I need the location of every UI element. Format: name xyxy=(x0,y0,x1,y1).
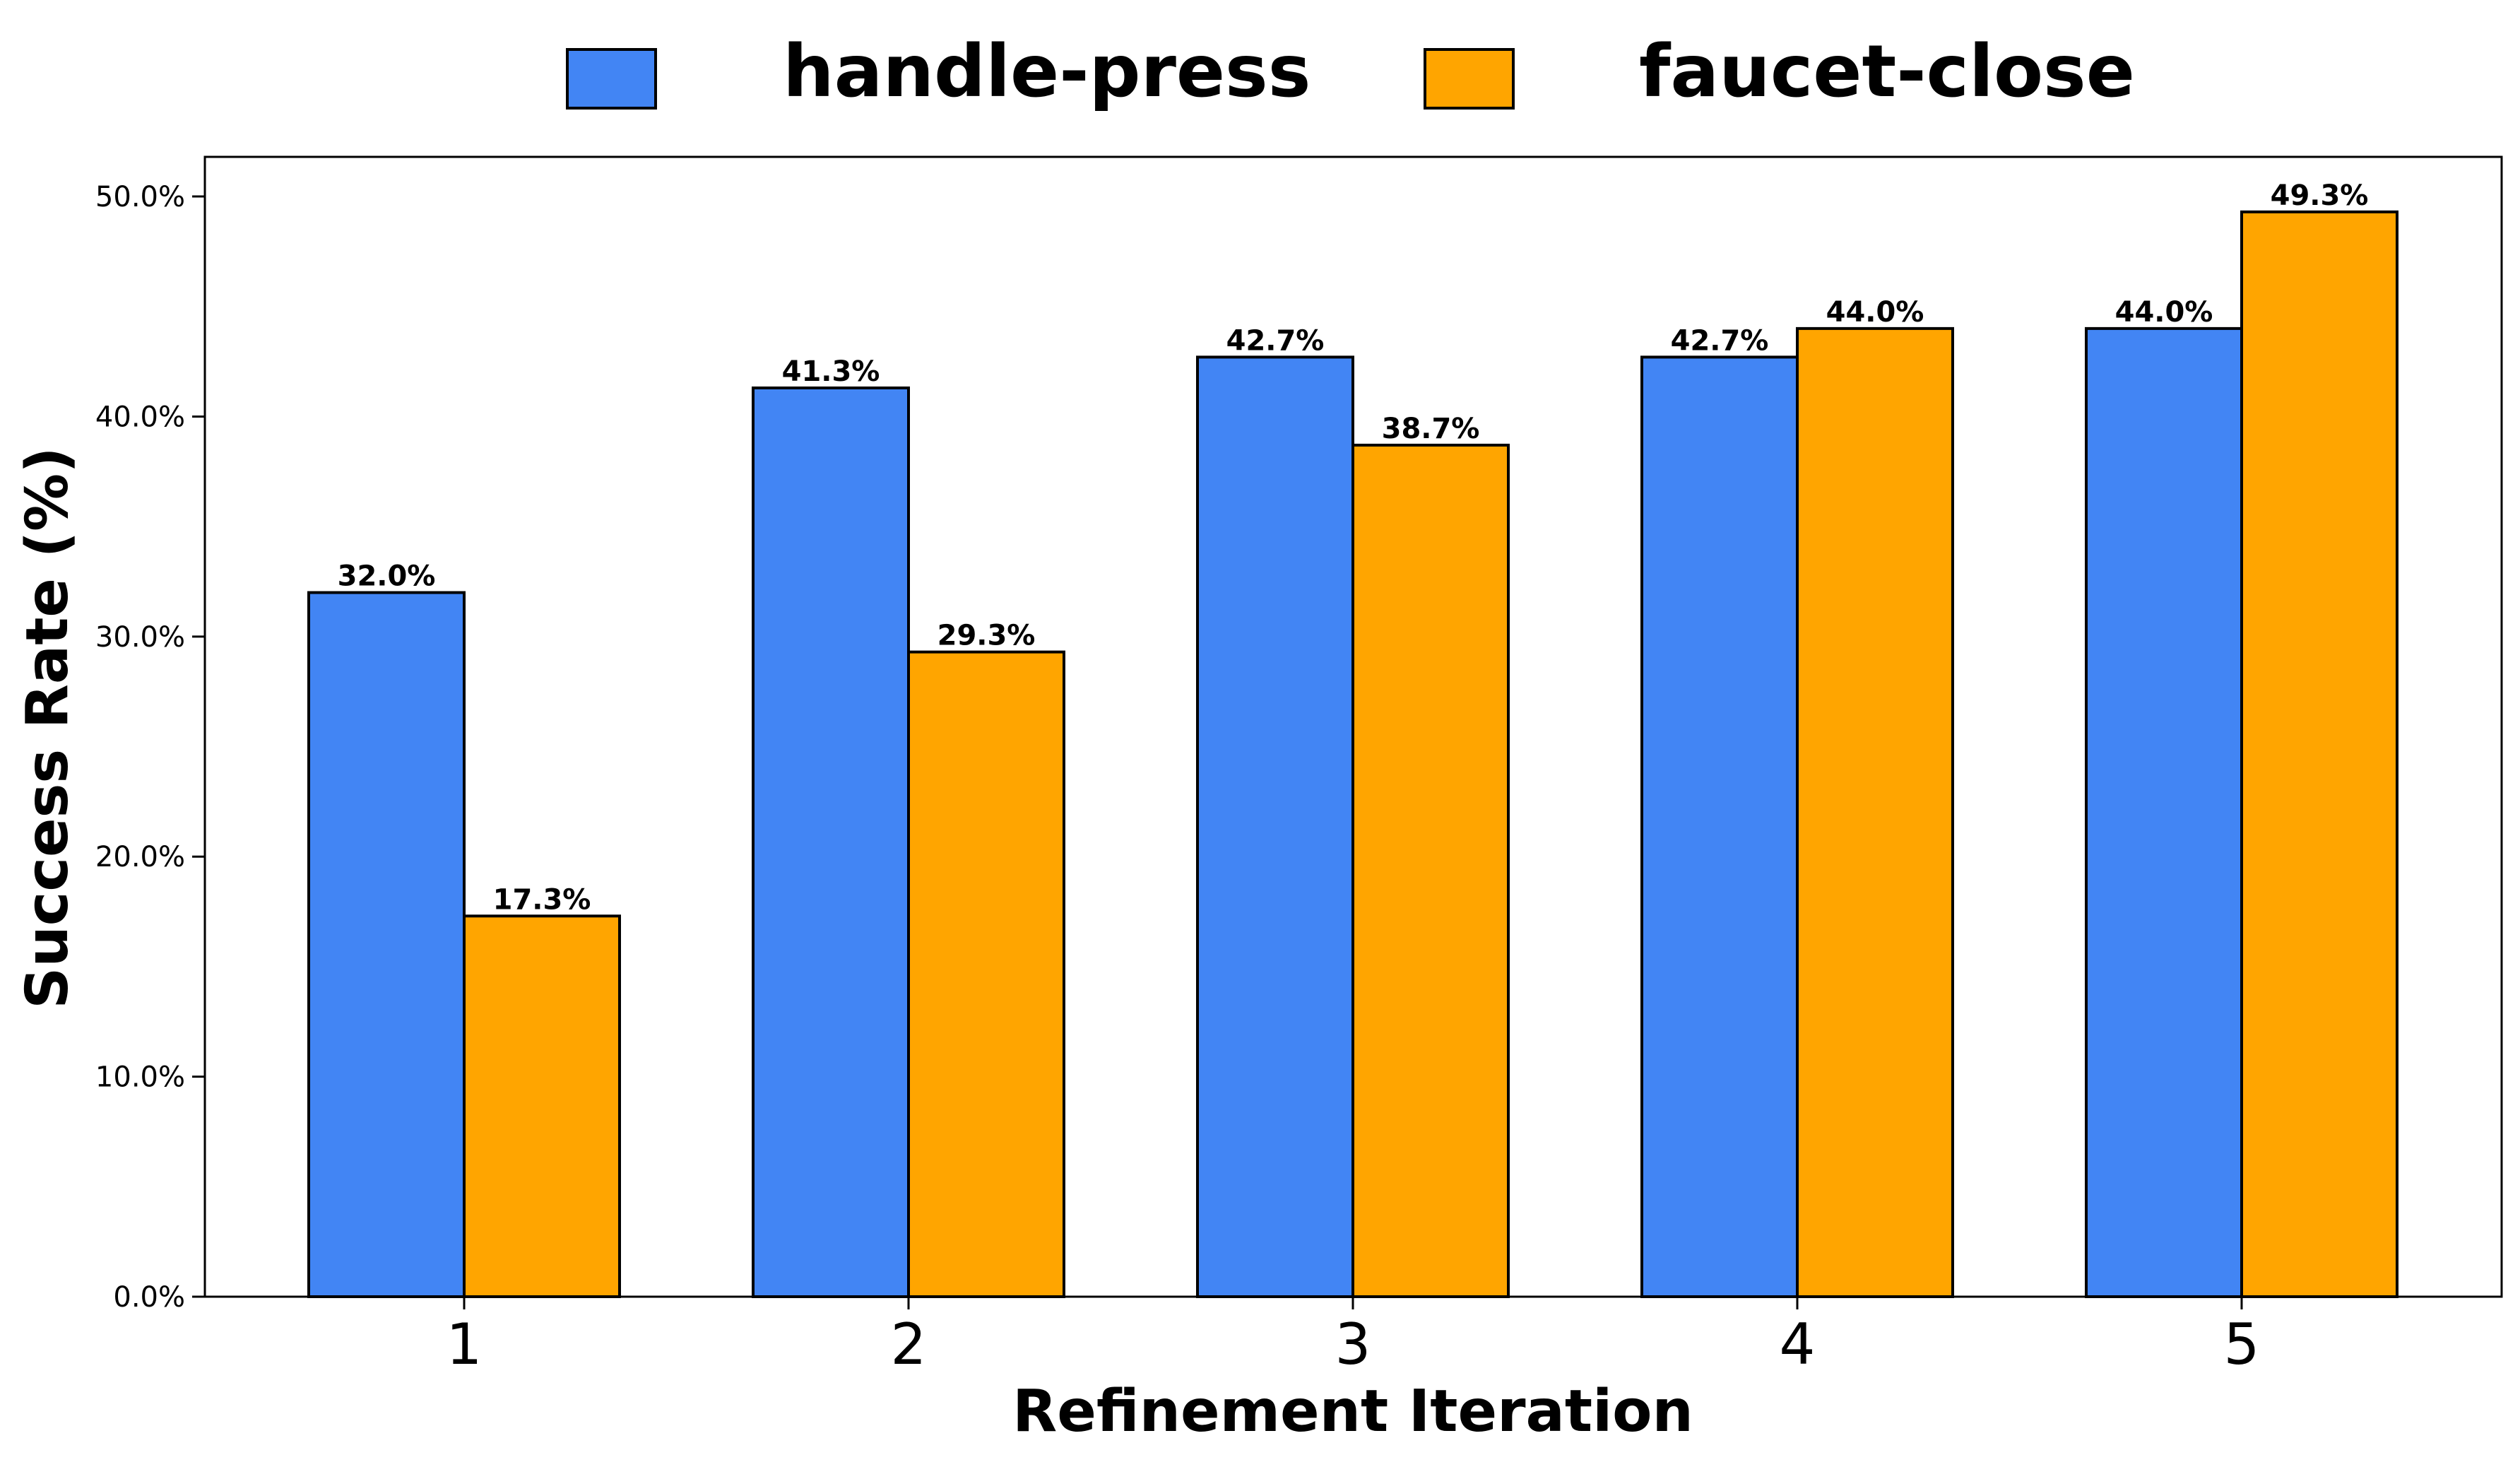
bar-label-handle-press-5: 44.0% xyxy=(2115,296,2213,329)
bar-faucet-close-3 xyxy=(1351,443,1510,1298)
bar-label-faucet-close-2: 29.3% xyxy=(937,620,1036,652)
x-tick-label: 4 xyxy=(1780,1312,1816,1377)
bar-handle-press-4 xyxy=(1640,355,1799,1298)
x-tick-label: 1 xyxy=(446,1312,483,1377)
legend: handle-press faucet-close xyxy=(566,30,2135,114)
bar-faucet-close-2 xyxy=(907,650,1065,1298)
bar-label-handle-press-4: 42.7% xyxy=(1671,324,1769,357)
bar-faucet-close-1 xyxy=(463,914,621,1299)
bar-label-handle-press-1: 32.0% xyxy=(338,560,436,593)
bar-label-faucet-close-1: 17.3% xyxy=(493,883,591,916)
legend-label-faucet-close: faucet-close xyxy=(1639,30,2135,114)
x-tick-label: 2 xyxy=(891,1312,927,1377)
bar-faucet-close-5 xyxy=(2240,210,2398,1298)
legend-label-handle-press: handle-press xyxy=(783,30,1311,114)
bar-value-labels: 32.0% 17.3% 41.3% 29.3% 42.7% 38.7% 42.7% 44.0%… xyxy=(338,179,2369,916)
bar-handle-press-3 xyxy=(1196,355,1354,1298)
bar-label-faucet-close-3: 38.7% xyxy=(1382,413,1480,445)
bar-label-faucet-close-4: 44.0% xyxy=(1826,296,1924,329)
y-tick-label: 30.0% xyxy=(95,621,185,654)
y-tick-label: 50.0% xyxy=(95,181,185,213)
bar-handle-press-5 xyxy=(2085,326,2243,1298)
x-tick-label: 3 xyxy=(1335,1312,1371,1377)
y-tick-label: 0.0% xyxy=(113,1281,185,1314)
bar-handle-press-1 xyxy=(307,591,466,1298)
x-axis-ticks: 1 2 3 4 5 xyxy=(446,1297,2260,1377)
x-axis-title: Refinement Iteration xyxy=(1012,1378,1693,1445)
y-axis-title: Success Rate (%) xyxy=(14,447,81,1008)
bar-handle-press-2 xyxy=(752,386,910,1298)
x-tick-label: 5 xyxy=(2224,1312,2260,1377)
y-tick-label: 20.0% xyxy=(95,841,185,873)
bar-label-faucet-close-5: 49.3% xyxy=(2271,179,2369,212)
bar-label-handle-press-2: 41.3% xyxy=(782,355,880,388)
legend-swatch-handle-press xyxy=(566,48,657,110)
y-axis-ticks: 0.0% 10.0% 20.0% 30.0% 40.0% 50.0% xyxy=(95,181,205,1314)
legend-swatch-faucet-close xyxy=(1424,48,1515,110)
y-tick-label: 40.0% xyxy=(95,401,185,433)
bars xyxy=(307,210,2398,1299)
bar-faucet-close-4 xyxy=(1796,326,1954,1298)
bar-label-handle-press-3: 42.7% xyxy=(1226,324,1325,357)
plot-area-frame xyxy=(203,155,2503,1298)
y-tick-label: 10.0% xyxy=(95,1061,185,1094)
